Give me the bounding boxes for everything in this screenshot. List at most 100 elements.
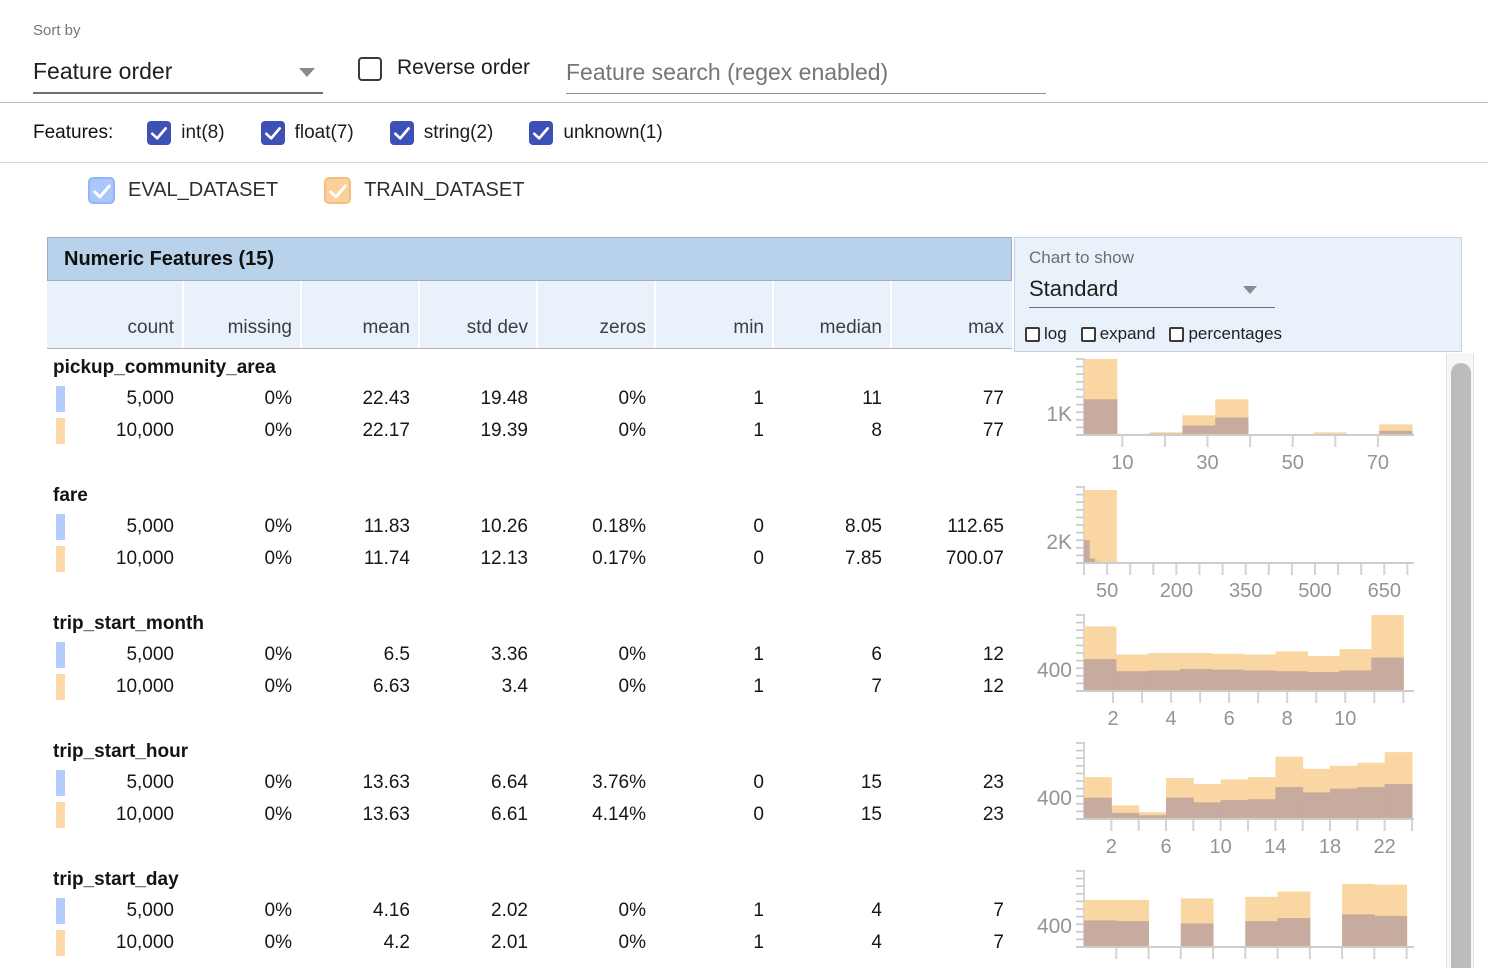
type-filter-label: float(7) — [295, 122, 354, 144]
x-axis-tick-label: 50 — [1096, 580, 1118, 602]
train-dataset-swatch — [56, 418, 65, 444]
column-header: mean — [300, 281, 418, 348]
stat-cell: 7 — [890, 927, 1012, 959]
chart-option-label: percentages — [1188, 324, 1282, 344]
type-filter-checkbox[interactable] — [261, 121, 285, 145]
type-filter-checkbox[interactable] — [529, 121, 553, 145]
stat-cell: 6.64 — [418, 767, 536, 799]
dataset-checkbox[interactable] — [324, 177, 351, 204]
stat-cell: 0% — [182, 927, 300, 959]
stat-cell: 15 — [772, 767, 890, 799]
stat-cell: 23 — [890, 799, 1012, 831]
chart-type-dropdown[interactable]: Standard — [1029, 274, 1275, 308]
stat-cell: 6 — [772, 639, 890, 671]
feature-block-trip_start_day: trip_start_day5,0000%4.162.020%14710,000… — [47, 861, 1012, 968]
stat-cell: 0% — [182, 543, 300, 575]
dataset-checkbox[interactable] — [88, 177, 115, 204]
stat-cell: 4.16 — [300, 895, 418, 927]
facets-overview-app: Sort by Feature order Reverse order Feat… — [0, 0, 1488, 968]
y-axis-tick-label: 400 — [1037, 659, 1072, 682]
scrollbar-thumb[interactable] — [1451, 363, 1471, 968]
checkmark-icon — [149, 123, 169, 143]
column-header: median — [772, 281, 890, 348]
stat-cell: 4 — [772, 895, 890, 927]
eval-dataset-swatch — [56, 514, 65, 540]
x-axis-tick-label: 6 — [1224, 708, 1235, 730]
type-filter-label: int(8) — [181, 122, 224, 144]
stat-cell: 6.63 — [300, 671, 418, 703]
stat-row-eval: 5,0000%13.636.643.76%01523 — [47, 767, 1012, 799]
y-axis-tick-label: 2K — [1046, 531, 1072, 554]
reverse-order-label: Reverse order — [397, 56, 530, 80]
column-header: count — [47, 281, 182, 348]
expand-checkbox[interactable] — [1081, 327, 1096, 342]
stat-cell: 10,000 — [47, 799, 182, 831]
train-dataset-swatch — [56, 674, 65, 700]
histogram-pickup_community_area: 1K10305070 — [1022, 351, 1442, 477]
numeric-features-table: Numeric Features (15) countmissingmeanst… — [47, 237, 1012, 968]
stat-cell: 7.85 — [772, 543, 890, 575]
feature-block-trip_start_month: trip_start_month5,0000%6.53.360%161210,0… — [47, 605, 1012, 733]
reverse-order-checkbox[interactable] — [358, 57, 382, 81]
chevron-down-icon — [299, 68, 315, 77]
stat-cell: 4 — [772, 927, 890, 959]
percentages-checkbox[interactable] — [1169, 327, 1184, 342]
top-controls-bar: Sort by Feature order Reverse order — [0, 0, 1488, 103]
chart-option-label: log — [1044, 324, 1067, 344]
feature-block-pickup_community_area: pickup_community_area5,0000%22.4319.480%… — [47, 349, 1012, 477]
type-filter-checkbox[interactable] — [147, 121, 171, 145]
stat-cell: 22.43 — [300, 383, 418, 415]
stat-cell: 11 — [772, 383, 890, 415]
feature-type-filter: unknown(1) — [529, 121, 662, 145]
stat-cell: 11.74 — [300, 543, 418, 575]
stat-cell: 6.5 — [300, 639, 418, 671]
eval-dataset-swatch — [56, 386, 65, 412]
x-axis-tick-label: 22 — [1374, 836, 1396, 858]
stat-cell: 0% — [536, 895, 654, 927]
feature-block-trip_start_hour: trip_start_hour5,0000%13.636.643.76%0152… — [47, 733, 1012, 861]
feature-name: trip_start_month — [47, 613, 1012, 639]
log-checkbox[interactable] — [1025, 327, 1040, 342]
dataset-legend: EVAL_DATASETTRAIN_DATASET — [0, 164, 1488, 236]
stat-cell: 15 — [772, 799, 890, 831]
stat-cell: 1 — [654, 383, 772, 415]
stat-cell: 0% — [536, 639, 654, 671]
sort-by-label: Sort by — [33, 22, 81, 39]
histogram-trip_start_day: 400 — [1022, 863, 1442, 968]
x-axis-tick-label: 350 — [1229, 580, 1262, 602]
vertical-scrollbar[interactable] — [1446, 353, 1474, 968]
stat-cell: 13.63 — [300, 767, 418, 799]
chart-type-value: Standard — [1029, 274, 1275, 304]
stat-cell: 1 — [654, 415, 772, 447]
feature-type-filter: float(7) — [261, 121, 354, 145]
column-header: missing — [182, 281, 300, 348]
train-dataset-swatch — [56, 802, 65, 828]
dataset-legend-item: EVAL_DATASET — [88, 177, 278, 204]
sort-by-value: Feature order — [33, 54, 323, 88]
chart-option: log — [1025, 324, 1067, 344]
stat-cell: 5,000 — [47, 767, 182, 799]
x-axis-tick-label: 50 — [1282, 452, 1304, 474]
stat-cell: 0% — [182, 895, 300, 927]
dataset-label: EVAL_DATASET — [128, 179, 278, 202]
x-axis-tick-label: 70 — [1367, 452, 1389, 474]
train-dataset-swatch — [56, 930, 65, 956]
column-header: zeros — [536, 281, 654, 348]
stat-row-eval: 5,0000%4.162.020%147 — [47, 895, 1012, 927]
sort-by-dropdown[interactable]: Feature order — [33, 54, 323, 94]
feature-search-input[interactable] — [566, 52, 1046, 94]
x-axis-tick-label: 4 — [1166, 708, 1177, 730]
stat-cell: 2.01 — [418, 927, 536, 959]
stat-cell: 19.48 — [418, 383, 536, 415]
stat-cell: 0 — [654, 511, 772, 543]
stat-cell: 0% — [182, 671, 300, 703]
stat-row-eval: 5,0000%22.4319.480%11177 — [47, 383, 1012, 415]
stat-row-train: 10,0000%22.1719.390%1877 — [47, 415, 1012, 447]
stat-cell: 22.17 — [300, 415, 418, 447]
x-axis-tick-label: 6 — [1160, 836, 1171, 858]
x-axis-tick-label: 200 — [1160, 580, 1193, 602]
type-filter-checkbox[interactable] — [390, 121, 414, 145]
eval-dataset-swatch — [56, 770, 65, 796]
x-axis-tick-label: 500 — [1298, 580, 1331, 602]
checkmark-icon — [531, 123, 551, 143]
